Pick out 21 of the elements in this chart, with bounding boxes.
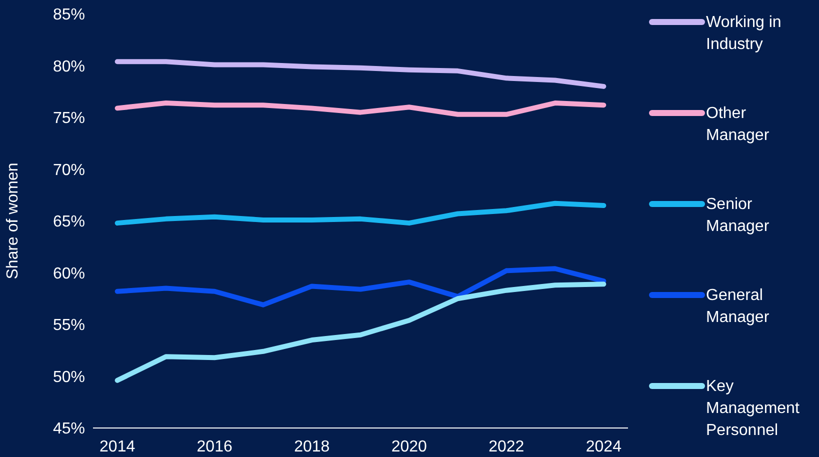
y-tick-label: 65% [52,214,85,231]
x-tick-label: 2024 [586,438,622,456]
y-tick-label: 45% [52,420,85,438]
y-tick-label: 70% [52,162,85,179]
y-tick-label: 85% [52,6,85,24]
x-tick-label: 2020 [391,438,428,456]
legend-label: Other Manager [706,104,770,146]
legend-label: Senior Manager [706,195,770,237]
legend-label: Key Management Personnel [706,377,800,441]
y-tick-label: 50% [52,368,85,386]
x-tick-label: 2018 [294,438,330,456]
x-tick-label: 2022 [488,438,524,456]
x-tick-label: 2016 [196,438,232,456]
y-tick-label: 55% [52,317,85,334]
y-tick-label: 75% [52,110,85,128]
legend-label: General Manager [706,286,770,328]
y-axis-title: Share of women [4,162,22,280]
x-tick-label: 2014 [100,438,136,456]
legend-label: Working in Industry [706,13,782,55]
y-tick-label: 80% [52,58,85,76]
y-tick-label: 60% [52,265,85,282]
